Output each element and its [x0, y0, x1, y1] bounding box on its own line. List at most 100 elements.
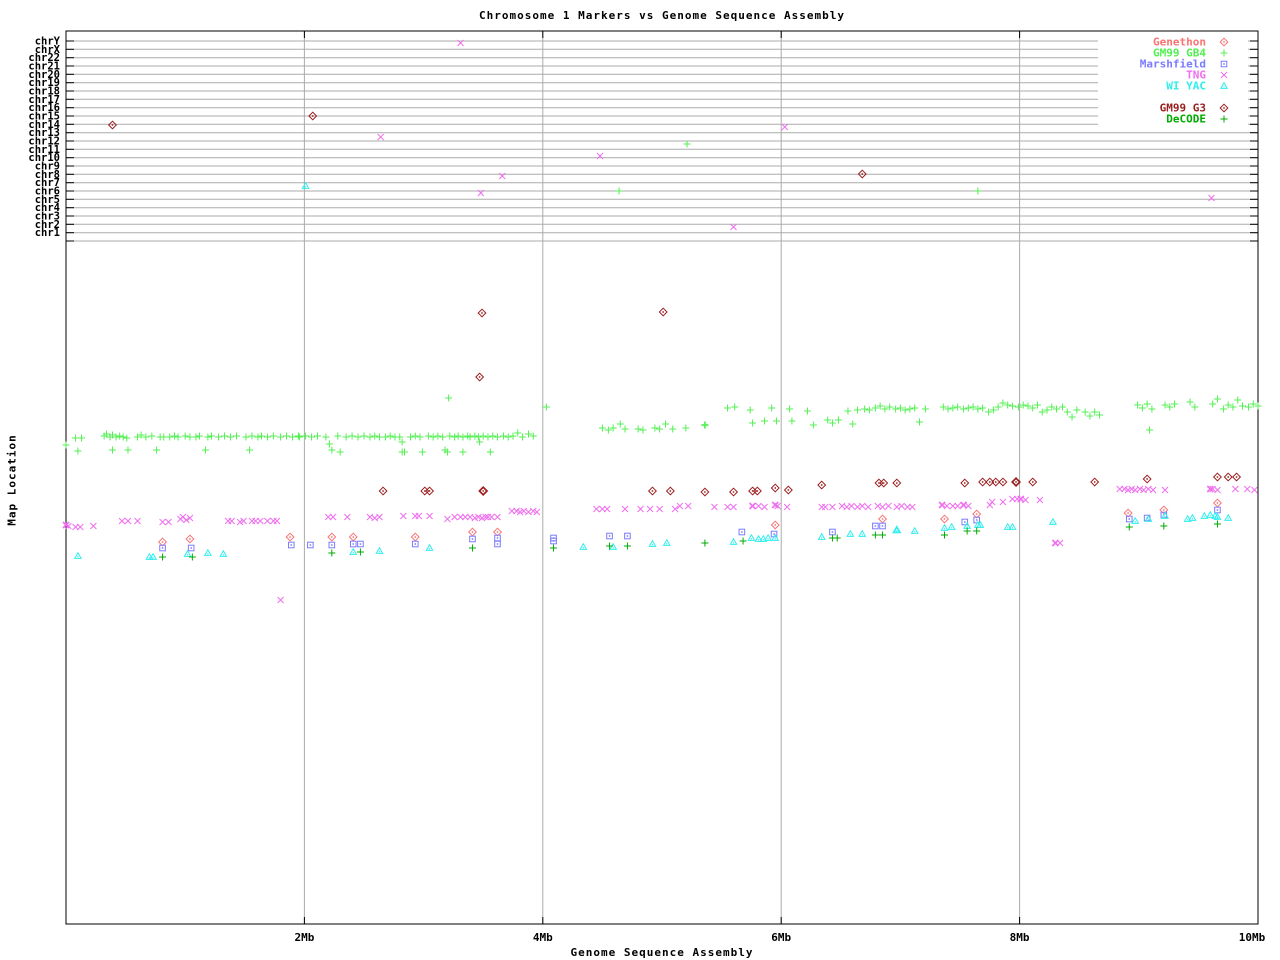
data-point [861, 405, 869, 413]
data-point [893, 412, 900, 419]
data-point [215, 433, 223, 441]
data-point [786, 411, 793, 418]
data-point [196, 434, 203, 441]
data-point [1091, 395, 1098, 402]
y-tick-label: chr16 [28, 102, 60, 114]
data-point [754, 534, 763, 542]
data-point [1225, 395, 1232, 402]
data-point [665, 486, 675, 496]
data-point [974, 405, 982, 413]
data-point [429, 433, 437, 441]
data-point [970, 414, 977, 421]
data-point [828, 419, 836, 427]
y-tick-label: chr20 [28, 69, 60, 81]
data-point [366, 433, 374, 441]
data-point [494, 513, 501, 521]
data-point [985, 408, 993, 416]
data-point [1188, 513, 1197, 521]
data-point [701, 539, 709, 547]
data-point [904, 414, 911, 421]
data-point [232, 432, 240, 440]
data-point [356, 548, 364, 556]
data-point [821, 503, 829, 511]
data-point [1131, 516, 1140, 524]
data-point [921, 405, 929, 413]
data-point [978, 477, 988, 487]
data-point [360, 432, 368, 440]
data-point [684, 502, 692, 510]
legend-label: GM99 GB4 [1153, 47, 1206, 60]
data-point [426, 512, 433, 520]
data-point [768, 404, 776, 412]
data-point [579, 542, 588, 550]
data-point [420, 486, 430, 496]
x-tick-label: 8Mb [1010, 931, 1030, 944]
data-point [398, 438, 406, 446]
data-point [1183, 514, 1192, 522]
x-axis: 2Mb 4Mb 6Mb 8Mb 10Mb [294, 31, 1266, 944]
data-point [1028, 392, 1035, 399]
data-point [738, 528, 746, 536]
data-point [257, 432, 265, 440]
data-point [533, 508, 541, 516]
data-point [519, 433, 527, 441]
data-point [334, 432, 342, 440]
data-point [623, 542, 631, 550]
data-point [264, 517, 271, 525]
data-point [834, 416, 842, 424]
data-point [1209, 400, 1217, 408]
data-point [123, 434, 131, 442]
data-point [367, 431, 374, 438]
data-point [476, 438, 484, 446]
data-point [158, 537, 168, 547]
data-point [624, 419, 631, 426]
data-point [484, 433, 492, 441]
y-tick-label: chr6 [35, 186, 60, 198]
data-point [724, 404, 732, 412]
series-genethon-points [158, 498, 1222, 547]
data-point [954, 403, 962, 411]
data-point [1229, 403, 1237, 411]
data-point [392, 430, 399, 437]
data-point [1036, 496, 1044, 504]
data-point [159, 518, 166, 526]
data-point [1008, 522, 1017, 530]
data-point [879, 415, 886, 422]
data-point [771, 533, 780, 541]
data-point [112, 433, 120, 441]
data-point [336, 448, 344, 456]
data-point [357, 540, 364, 548]
data-point [1011, 476, 1022, 488]
data-point [550, 544, 558, 552]
data-point [739, 537, 747, 545]
legend-marker-icon [1220, 60, 1228, 68]
data-point [729, 537, 738, 545]
data-point [454, 432, 462, 440]
data-point [406, 433, 414, 441]
data-point [940, 414, 947, 421]
data-point [817, 532, 826, 540]
data-point [954, 502, 961, 510]
data-point [277, 433, 285, 441]
data-point [731, 403, 739, 411]
data-point [439, 433, 447, 441]
legend-item-decode: DeCODE [1166, 113, 1228, 126]
legend-marker-icon [1219, 103, 1229, 113]
y-tick-label: chr1 [35, 227, 60, 239]
data-point [1068, 413, 1076, 421]
data-point [730, 503, 737, 511]
data-point [749, 419, 757, 427]
data-point [1160, 522, 1168, 530]
data-point [599, 505, 606, 513]
data-point [327, 532, 337, 542]
legend-item-tng: TNG [1186, 69, 1228, 82]
data-point [609, 542, 618, 550]
data-point [474, 433, 482, 441]
data-point [76, 450, 83, 457]
data-point [976, 520, 985, 528]
data-point [476, 425, 483, 432]
data-point [142, 433, 150, 441]
data-point [651, 421, 658, 428]
data-point [1003, 522, 1012, 530]
series-gm99_gb4-points [62, 140, 1262, 456]
